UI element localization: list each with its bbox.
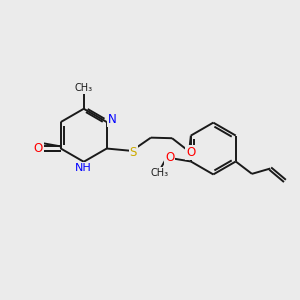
Text: CH₃: CH₃ <box>151 168 169 178</box>
Text: NH: NH <box>75 163 92 173</box>
Text: O: O <box>165 152 174 164</box>
Text: O: O <box>34 142 43 155</box>
Text: N: N <box>108 112 116 126</box>
Text: S: S <box>130 146 137 159</box>
Text: CH₃: CH₃ <box>75 83 93 93</box>
Text: O: O <box>186 146 195 159</box>
